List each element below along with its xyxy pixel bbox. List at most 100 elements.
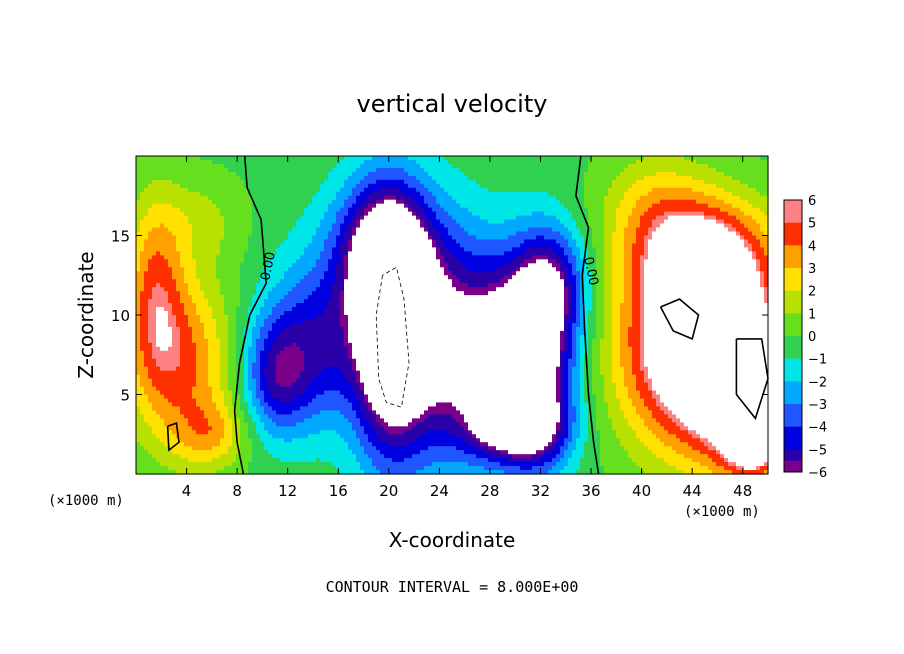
field-cell <box>332 346 337 352</box>
field-cell <box>336 390 341 396</box>
field-cell <box>296 311 301 316</box>
field-cell <box>324 318 329 324</box>
field-cell <box>228 275 233 280</box>
field-cell <box>316 203 321 209</box>
field-cell <box>212 370 217 376</box>
field-cell <box>276 370 281 376</box>
field-cell <box>364 211 369 217</box>
field-cell <box>160 342 165 348</box>
field-cell <box>344 430 349 435</box>
field-cell <box>320 243 325 249</box>
field-cell <box>252 239 257 245</box>
field-cell <box>180 171 185 177</box>
field-cell <box>368 394 373 400</box>
field-cell <box>376 450 381 455</box>
field-cell <box>144 326 149 332</box>
field-cell <box>360 366 365 372</box>
field-cell <box>272 167 277 173</box>
field-cell <box>224 243 229 249</box>
field-cell <box>164 362 169 368</box>
field-cell <box>344 215 349 221</box>
field-cell <box>340 291 345 296</box>
field-cell <box>236 458 241 463</box>
field-cell <box>364 307 369 312</box>
field-cell <box>288 239 293 245</box>
field-cell <box>336 398 341 404</box>
field-cell <box>152 326 157 332</box>
field-cell <box>168 438 173 443</box>
field-cell <box>320 163 325 169</box>
field-cell <box>336 326 341 332</box>
field-cell <box>192 243 197 249</box>
field-cell <box>264 466 269 471</box>
field-cell <box>212 418 217 423</box>
field-cell <box>160 163 165 169</box>
field-cell <box>260 462 265 467</box>
field-cell <box>228 279 233 284</box>
field-cell <box>160 334 165 340</box>
field-cell <box>316 390 321 396</box>
field-cell <box>344 255 349 260</box>
field-cell <box>224 171 229 177</box>
field-cell <box>152 227 157 233</box>
field-cell <box>332 215 337 221</box>
field-cell <box>176 167 181 173</box>
field-cell <box>276 398 281 404</box>
field-cell <box>168 243 173 249</box>
field-cell <box>172 215 177 221</box>
field-cell <box>164 303 169 308</box>
field-cell <box>216 259 221 264</box>
field-cell <box>284 283 289 288</box>
field-cell <box>328 406 333 412</box>
field-cell <box>148 156 153 161</box>
field-cell <box>252 279 257 284</box>
field-cell <box>296 183 301 189</box>
field-cell <box>360 215 365 221</box>
field-cell <box>276 183 281 189</box>
field-cell <box>324 426 329 431</box>
field-cell <box>352 255 357 260</box>
field-cell <box>332 354 337 360</box>
field-cell <box>236 171 241 177</box>
field-cell <box>236 470 241 475</box>
field-cell <box>172 426 177 431</box>
field-cell <box>212 271 217 276</box>
field-cell <box>172 446 177 451</box>
field-cell <box>252 179 257 185</box>
field-cell <box>296 466 301 471</box>
field-cell <box>160 227 165 233</box>
field-cell <box>356 219 361 225</box>
field-cell <box>208 275 213 280</box>
field-cell <box>300 362 305 368</box>
field-cell <box>320 354 325 360</box>
field-cell <box>244 259 249 264</box>
field-cell <box>256 398 261 404</box>
field-cell <box>204 350 209 356</box>
field-cell <box>140 374 145 380</box>
field-cell <box>308 446 313 451</box>
field-cell <box>268 183 273 189</box>
field-cell <box>196 410 201 415</box>
field-cell <box>200 338 205 344</box>
field-cell <box>244 318 249 324</box>
field-cell <box>344 414 349 419</box>
field-cell <box>324 430 329 435</box>
field-cell <box>344 251 349 256</box>
field-cell <box>144 259 149 264</box>
field-cell <box>360 418 365 423</box>
field-cell <box>176 215 181 221</box>
field-cell <box>228 207 233 213</box>
field-cell <box>180 156 185 161</box>
field-cell <box>296 322 301 328</box>
field-cell <box>140 287 145 292</box>
field-cell <box>156 211 161 217</box>
field-cell <box>320 458 325 463</box>
field-cell <box>308 354 313 360</box>
field-cell <box>252 255 257 260</box>
field-cell <box>288 283 293 288</box>
field-cell <box>140 418 145 423</box>
field-cell <box>192 175 197 181</box>
field-cell <box>276 259 281 264</box>
field-cell <box>348 207 353 213</box>
field-cell <box>308 454 313 459</box>
